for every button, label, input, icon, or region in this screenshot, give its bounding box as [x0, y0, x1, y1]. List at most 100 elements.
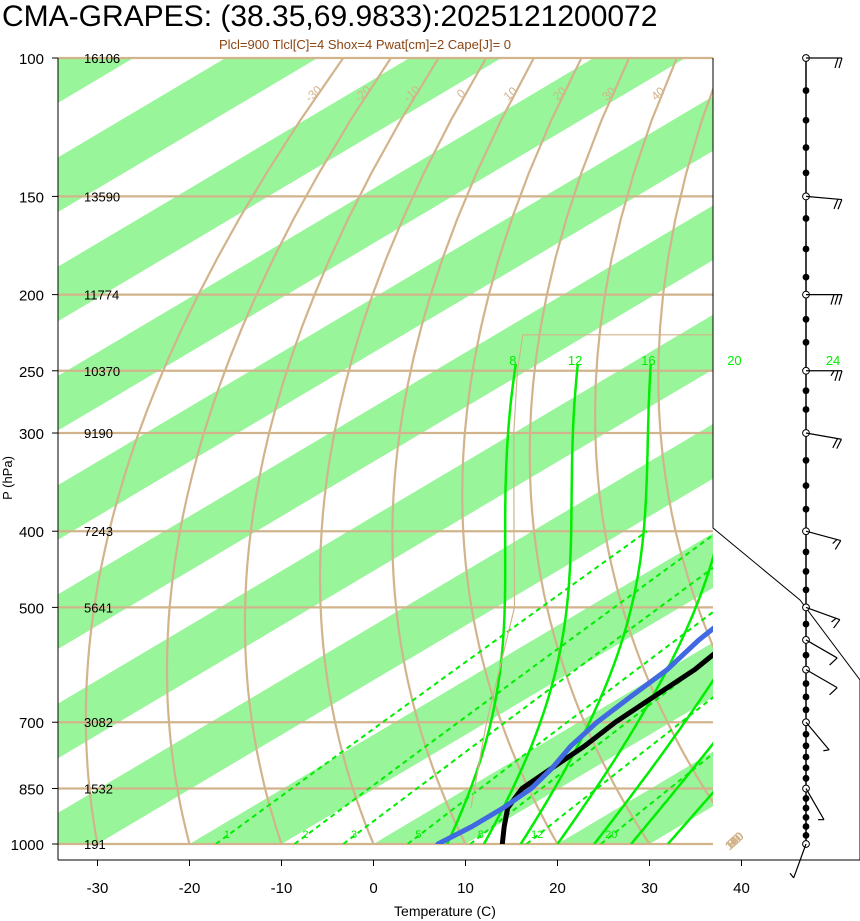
wind-barb-flag	[830, 294, 835, 305]
pressure-tick-labels: 100 150 200 250 300 400 500 700 850 1000	[11, 51, 58, 854]
wind-barb-flag	[834, 294, 839, 305]
isotherm-band	[58, 314, 713, 759]
moist-adiabat-label: 8	[509, 353, 516, 368]
wind-barb-flag	[838, 370, 843, 381]
wind-barb-shaft	[793, 843, 807, 879]
x-tick-labels: -30 -20 -10 0 10 20 30 40	[87, 860, 750, 897]
height-label: 16106	[84, 51, 120, 66]
mixing-ratio-label: 12	[531, 829, 543, 841]
mixing-ratio-line	[342, 566, 713, 844]
isotherm-band	[373, 642, 713, 844]
wind-barb-flag	[834, 57, 839, 69]
mixing-ratio-line	[469, 655, 713, 844]
mixing-ratio-line	[407, 610, 713, 844]
mixing-ratio-label: 2	[302, 829, 308, 841]
wind-level-dot	[802, 144, 810, 151]
height-label: 9190	[84, 426, 113, 441]
wind-level-dot	[802, 245, 810, 253]
wind-barb-shaft	[805, 721, 830, 751]
y-axis-label: P (hPa)	[0, 456, 15, 500]
wind-level-dot	[802, 116, 810, 124]
wind-level-dot	[802, 482, 810, 490]
dry-adiabat	[720, 58, 860, 844]
wind-barb-flag	[836, 438, 842, 449]
dry-adiabat-label: -30	[302, 82, 324, 104]
height-label: 1532	[84, 782, 113, 797]
wind-barb-flag	[838, 57, 843, 69]
axes	[57, 58, 860, 861]
isotherm-bands	[58, 58, 713, 844]
wind-calm-marker	[802, 784, 810, 793]
wind-barb-shaft	[805, 195, 842, 201]
pressure-label: 1000	[11, 837, 44, 854]
isotherm-band	[58, 205, 713, 649]
isotherm-band	[58, 58, 686, 431]
wind-level-dot	[802, 406, 810, 413]
dry-adiabat-label: 10	[501, 84, 521, 104]
wind-level-dot	[802, 387, 810, 395]
wind-barb-flag	[831, 617, 837, 623]
x-tick-label: -20	[179, 880, 201, 897]
moist-adiabat	[519, 363, 653, 844]
moist-adiabat-label: 16	[641, 353, 655, 368]
moist-adiabat	[666, 790, 713, 844]
mixing-ratio-line	[600, 752, 713, 844]
wind-level-dot	[802, 315, 810, 323]
x-axis-label: Temperature (C)	[394, 903, 496, 919]
moist-adiabat	[593, 678, 713, 844]
moist-adiabat	[556, 553, 713, 844]
pressure-label: 100	[19, 51, 44, 68]
wind-level-dot	[802, 505, 810, 513]
pressure-label: 250	[19, 364, 44, 381]
moist-adiabat	[482, 363, 580, 844]
isotherm-band	[58, 58, 134, 103]
mixing-ratio-label: 1	[224, 829, 230, 841]
x-tick-label: -30	[87, 880, 109, 897]
isotherm-band	[58, 58, 502, 322]
x-tick-label: -10	[271, 880, 293, 897]
isotherm-band	[557, 751, 713, 844]
wind-level-dot	[802, 568, 810, 575]
wind-level-dot	[802, 823, 810, 830]
chart-title: CMA-GRAPES: (38.35,69.9833):202512120007…	[2, 0, 657, 33]
wind-level-dot	[802, 586, 810, 594]
x-tick-label: 10	[457, 880, 474, 897]
isotherm-band	[58, 96, 713, 540]
wind-barb-flag	[832, 438, 839, 449]
pressure-label: 500	[19, 600, 44, 617]
pressure-label: 700	[19, 715, 44, 732]
mixing-ratio-line	[293, 533, 713, 844]
sounding-profiles	[435, 334, 713, 844]
mixing-ratio-label: 3	[351, 829, 357, 841]
wind-level-dot	[802, 795, 810, 802]
wind-level-dot	[802, 338, 810, 346]
height-label: 11774	[84, 288, 119, 303]
wind-barb-panel	[712, 58, 860, 860]
wind-barb-flag	[823, 749, 830, 752]
wind-level-dot	[802, 706, 810, 714]
wind-barb-flag	[832, 539, 838, 544]
height-label: 10370	[84, 364, 120, 379]
wind-barb-flag	[829, 657, 838, 666]
wind-barb-shaft	[805, 530, 841, 542]
wind-level-dot	[802, 273, 810, 281]
wind-barb-shaft	[805, 432, 842, 440]
moist-adiabat	[630, 741, 713, 844]
moist-adiabat-label: 12	[568, 353, 582, 368]
isobar-lines	[58, 56, 713, 846]
moist-adiabat-label: 20	[727, 353, 741, 368]
x-tick-label: 40	[733, 880, 750, 897]
height-label: 13590	[84, 189, 120, 204]
mixing-ratio-label: 5	[415, 829, 421, 841]
dewpoint-profile	[435, 625, 713, 844]
moist-adiabat	[445, 363, 518, 844]
mixing-ratio-line	[525, 696, 713, 844]
height-label: 5641	[84, 600, 113, 615]
wind-level-dot	[802, 730, 810, 738]
wind-level-dot	[802, 764, 810, 772]
wind-level-dot	[802, 651, 810, 659]
wind-level-dot	[802, 813, 810, 821]
wind-barb-shaft	[805, 788, 825, 821]
wind-level-dot	[802, 548, 810, 556]
wind-barb-shaft	[805, 669, 838, 689]
